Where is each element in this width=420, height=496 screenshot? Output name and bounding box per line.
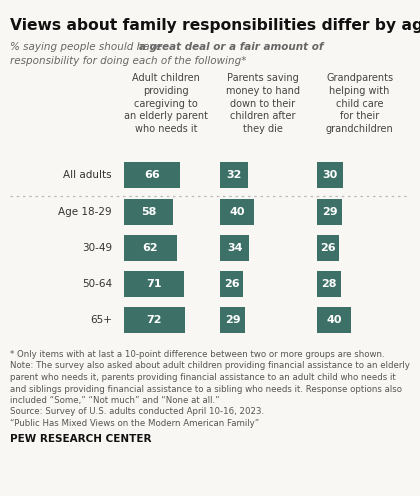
Text: Source: Survey of U.S. adults conducted April 10-16, 2023.: Source: Survey of U.S. adults conducted … xyxy=(10,408,264,417)
Bar xyxy=(317,271,341,297)
Bar xyxy=(124,235,176,261)
Text: “Public Has Mixed Views on the Modern American Family”: “Public Has Mixed Views on the Modern Am… xyxy=(10,419,259,428)
Bar xyxy=(220,235,249,261)
Bar xyxy=(317,307,351,333)
Text: 26: 26 xyxy=(224,279,239,289)
Text: 26: 26 xyxy=(320,243,336,253)
Text: PEW RESEARCH CENTER: PEW RESEARCH CENTER xyxy=(10,434,152,444)
Text: Note: The survey also asked about adult children providing financial assistance : Note: The survey also asked about adult … xyxy=(10,362,410,371)
Text: 28: 28 xyxy=(321,279,337,289)
Text: Views about family responsibilities differ by age: Views about family responsibilities diff… xyxy=(10,18,420,33)
Text: a great deal or a fair amount of: a great deal or a fair amount of xyxy=(139,42,323,52)
Bar xyxy=(220,307,245,333)
Text: Grandparents
helping with
child care
for their
grandchildren: Grandparents helping with child care for… xyxy=(326,73,394,134)
Text: 62: 62 xyxy=(142,243,158,253)
Bar xyxy=(124,307,185,333)
Text: 29: 29 xyxy=(225,315,241,325)
Bar xyxy=(220,271,243,297)
Bar xyxy=(317,199,342,225)
Bar xyxy=(124,199,173,225)
Text: % saying people should have: % saying people should have xyxy=(10,42,165,52)
Text: 30: 30 xyxy=(322,170,338,180)
Bar xyxy=(220,199,255,225)
Text: Parents saving
money to hand
down to their
children after
they die: Parents saving money to hand down to the… xyxy=(226,73,300,134)
Text: 40: 40 xyxy=(230,207,245,217)
Text: Age 18-29: Age 18-29 xyxy=(58,207,112,217)
Text: 32: 32 xyxy=(226,170,242,180)
Text: 29: 29 xyxy=(322,207,337,217)
Text: 71: 71 xyxy=(146,279,162,289)
Text: 58: 58 xyxy=(141,207,156,217)
Bar xyxy=(124,271,184,297)
Text: Adult children
providing
caregiving to
an elderly parent
who needs it: Adult children providing caregiving to a… xyxy=(124,73,208,134)
Bar xyxy=(220,162,248,188)
Text: and siblings providing financial assistance to a sibling who needs it. Response : and siblings providing financial assista… xyxy=(10,384,402,393)
Text: 40: 40 xyxy=(326,315,342,325)
Text: 66: 66 xyxy=(144,170,160,180)
Text: 65+: 65+ xyxy=(90,315,112,325)
Text: responsibility for doing each of the following*: responsibility for doing each of the fol… xyxy=(10,56,247,66)
Text: 50-64: 50-64 xyxy=(82,279,112,289)
Text: 34: 34 xyxy=(227,243,243,253)
Text: 30-49: 30-49 xyxy=(82,243,112,253)
Bar xyxy=(124,162,180,188)
Text: All adults: All adults xyxy=(63,170,112,180)
Text: included “Some,” “Not much” and “None at all.”: included “Some,” “Not much” and “None at… xyxy=(10,396,220,405)
Text: * Only items with at last a 10-point difference between two or more groups are s: * Only items with at last a 10-point dif… xyxy=(10,350,385,359)
Text: parent who needs it, parents providing financial assistance to an adult child wh: parent who needs it, parents providing f… xyxy=(10,373,396,382)
Text: 72: 72 xyxy=(147,315,162,325)
Bar xyxy=(317,162,343,188)
Bar xyxy=(317,235,339,261)
